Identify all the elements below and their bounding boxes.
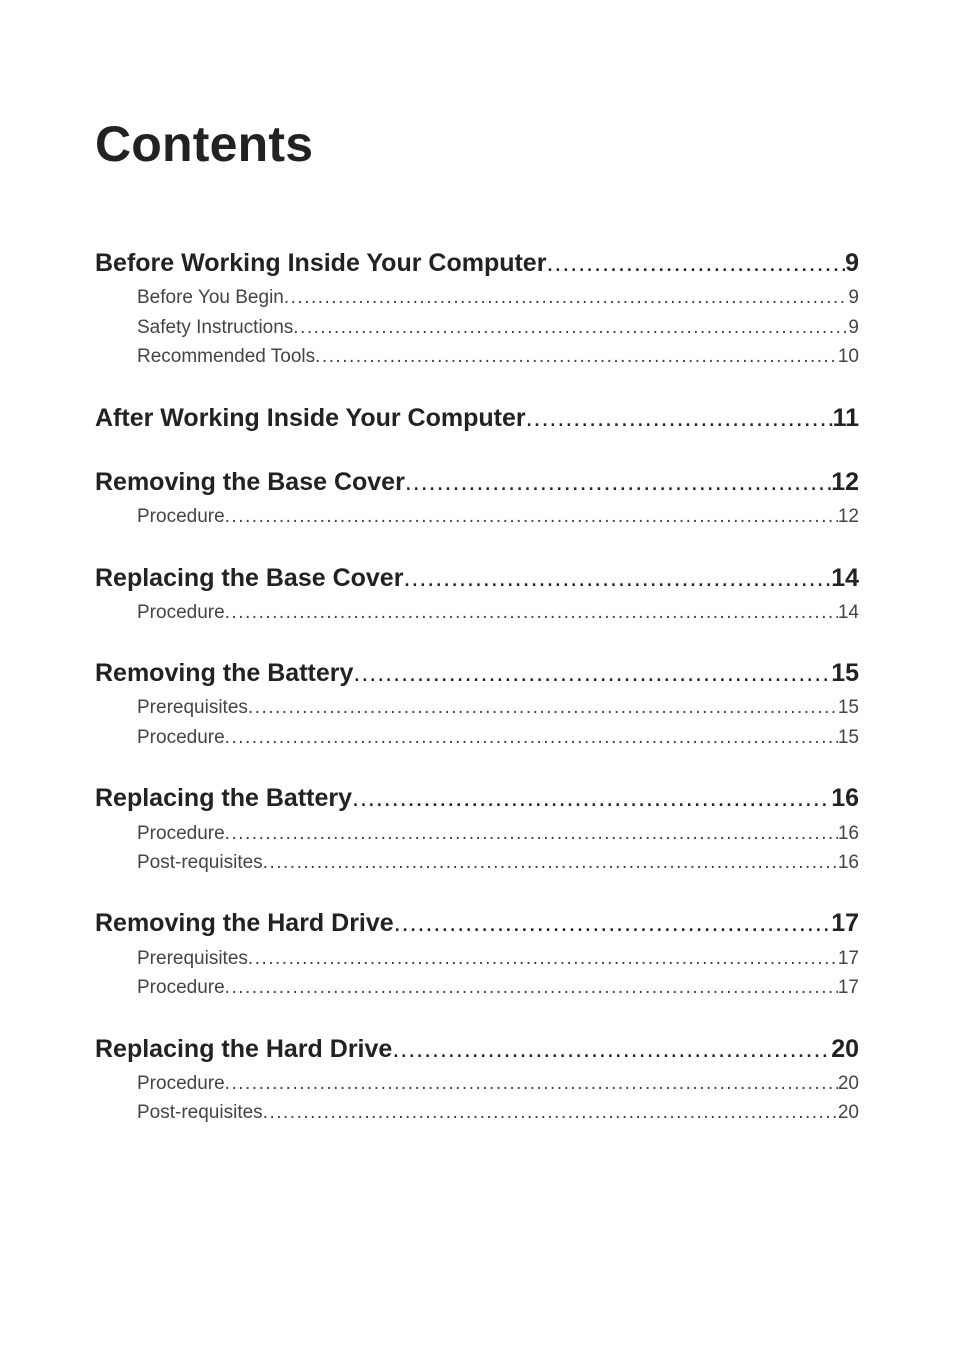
toc-sub-row[interactable]: Prerequisites...........................… [95, 693, 859, 722]
toc-heading-label: Before Working Inside Your Computer [95, 245, 546, 281]
toc-sub-page: 10 [838, 342, 859, 371]
toc-section: Removing the Hard Drive.................… [95, 905, 859, 1002]
toc-sub-page: 12 [838, 502, 859, 531]
toc-heading-label: Removing the Hard Drive [95, 905, 394, 941]
toc-leader-dots: ........................................… [248, 944, 838, 973]
page-title: Contents [95, 115, 859, 173]
toc-leader-dots: ........................................… [225, 502, 838, 531]
toc-heading-page: 20 [831, 1031, 859, 1067]
toc-section: Replacing the Base Cover................… [95, 560, 859, 628]
toc-heading-row[interactable]: Replacing the Base Cover................… [95, 560, 859, 596]
toc-sub-row[interactable]: Post-requisites.........................… [95, 848, 859, 877]
toc-heading-label: Removing the Battery [95, 655, 353, 691]
toc-sub-page: 9 [848, 313, 859, 342]
toc-sub-label: Procedure [137, 723, 225, 752]
toc-leader-dots: ........................................… [315, 342, 838, 371]
toc-heading-row[interactable]: Removing the Battery....................… [95, 655, 859, 691]
toc-sub-label: Recommended Tools [137, 342, 315, 371]
toc-heading-page: 9 [845, 245, 859, 281]
toc-heading-page: 12 [831, 464, 859, 500]
toc-sub-page: 20 [838, 1069, 859, 1098]
toc-sub-page: 17 [838, 944, 859, 973]
toc-sub-row[interactable]: Before You Begin .......................… [95, 283, 859, 312]
toc-sub-label: Post-requisites [137, 848, 263, 877]
toc-section: Removing the Base Cover.................… [95, 464, 859, 532]
toc-heading-row[interactable]: Before Working Inside Your Computer.....… [95, 245, 859, 281]
toc-leader-dots: ........................................… [248, 693, 838, 722]
toc-sub-label: Safety Instructions [137, 313, 293, 342]
toc-heading-row[interactable]: After Working Inside Your Computer......… [95, 400, 859, 436]
toc-section: Replacing the Battery...................… [95, 780, 859, 877]
toc-sub-row[interactable]: Post-requisites.........................… [95, 1098, 859, 1127]
toc-sub-page: 15 [838, 723, 859, 752]
toc-leader-dots: ........................................… [225, 598, 838, 627]
toc-sub-row[interactable]: Procedure...............................… [95, 1069, 859, 1098]
toc-heading-page: 11 [833, 400, 859, 436]
toc-leader-dots: ........................................… [263, 1098, 838, 1127]
toc-sub-page: 16 [838, 819, 859, 848]
toc-leader-dots: ........................................… [526, 400, 833, 436]
toc-leader-dots: ........................................… [353, 655, 831, 691]
toc-sub-label: Prerequisites [137, 944, 248, 973]
toc-sub-label: Prerequisites [137, 693, 248, 722]
toc-sub-row[interactable]: Procedure...............................… [95, 502, 859, 531]
toc-sub-label: Post-requisites [137, 1098, 263, 1127]
toc-heading-label: Removing the Base Cover [95, 464, 405, 500]
toc-heading-page: 17 [831, 905, 859, 941]
toc-leader-dots: ........................................… [546, 245, 845, 281]
toc-section: Before Working Inside Your Computer.....… [95, 245, 859, 372]
toc-heading-label: Replacing the Base Cover [95, 560, 403, 596]
toc-heading-page: 16 [831, 780, 859, 816]
toc-leader-dots: ........................................… [225, 973, 838, 1002]
toc-leader-dots: ........................................… [284, 283, 849, 312]
toc-leader-dots: ........................................… [225, 819, 838, 848]
toc-leader-dots: ........................................… [225, 723, 838, 752]
toc-leader-dots: ........................................… [392, 1031, 831, 1067]
toc-sub-label: Procedure [137, 502, 225, 531]
toc-sub-page: 17 [838, 973, 859, 1002]
toc-sub-row[interactable]: Procedure...............................… [95, 973, 859, 1002]
toc-sub-page: 15 [838, 693, 859, 722]
toc-leader-dots: ........................................… [263, 848, 838, 877]
toc-sub-page: 16 [838, 848, 859, 877]
toc-sub-label: Procedure [137, 1069, 225, 1098]
toc-sub-row[interactable]: Procedure...............................… [95, 723, 859, 752]
toc-sub-row[interactable]: Safety Instructions.....................… [95, 313, 859, 342]
toc-sub-row[interactable]: Prerequisites...........................… [95, 944, 859, 973]
toc-sub-label: Procedure [137, 819, 225, 848]
toc-section: Removing the Battery....................… [95, 655, 859, 752]
toc-sub-row[interactable]: Procedure...............................… [95, 598, 859, 627]
toc-leader-dots: ........................................… [352, 780, 831, 816]
toc-leader-dots: ........................................… [405, 464, 831, 500]
toc-sub-page: 20 [838, 1098, 859, 1127]
toc-section: After Working Inside Your Computer......… [95, 400, 859, 436]
toc-sub-row[interactable]: Procedure...............................… [95, 819, 859, 848]
toc-heading-row[interactable]: Removing the Hard Drive.................… [95, 905, 859, 941]
toc-sub-label: Before You Begin [137, 283, 284, 312]
toc-heading-label: Replacing the Battery [95, 780, 352, 816]
toc-sub-label: Procedure [137, 973, 225, 1002]
toc-section: Replacing the Hard Drive................… [95, 1031, 859, 1128]
toc-heading-page: 14 [831, 560, 859, 596]
toc-leader-dots: ........................................… [225, 1069, 838, 1098]
toc-sub-row[interactable]: Recommended Tools.......................… [95, 342, 859, 371]
table-of-contents: Before Working Inside Your Computer.....… [95, 245, 859, 1128]
toc-heading-row[interactable]: Replacing the Hard Drive................… [95, 1031, 859, 1067]
toc-leader-dots: ........................................… [403, 560, 831, 596]
toc-heading-row[interactable]: Replacing the Battery...................… [95, 780, 859, 816]
toc-sub-page: 14 [838, 598, 859, 627]
toc-heading-row[interactable]: Removing the Base Cover.................… [95, 464, 859, 500]
toc-leader-dots: ........................................… [394, 905, 832, 941]
toc-sub-page: 9 [848, 283, 859, 312]
toc-heading-label: Replacing the Hard Drive [95, 1031, 392, 1067]
toc-sub-label: Procedure [137, 598, 225, 627]
toc-heading-page: 15 [831, 655, 859, 691]
toc-heading-label: After Working Inside Your Computer [95, 400, 526, 436]
toc-leader-dots: ........................................… [293, 313, 848, 342]
